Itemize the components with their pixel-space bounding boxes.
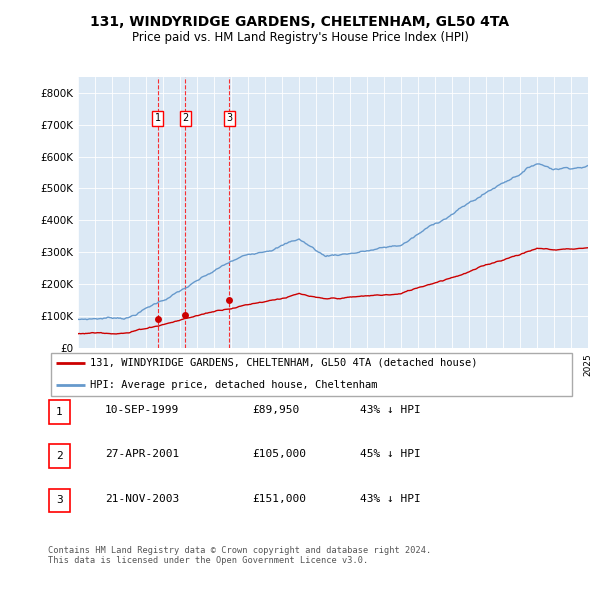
Text: 27-APR-2001: 27-APR-2001	[105, 450, 179, 459]
Text: £89,950: £89,950	[252, 405, 299, 415]
Text: 2: 2	[56, 451, 63, 461]
Text: £105,000: £105,000	[252, 450, 306, 459]
Text: £151,000: £151,000	[252, 494, 306, 503]
Text: 3: 3	[56, 496, 63, 505]
FancyBboxPatch shape	[49, 400, 70, 424]
Text: 1: 1	[155, 113, 161, 123]
FancyBboxPatch shape	[49, 444, 70, 468]
Text: 131, WINDYRIDGE GARDENS, CHELTENHAM, GL50 4TA: 131, WINDYRIDGE GARDENS, CHELTENHAM, GL5…	[91, 15, 509, 29]
Text: 3: 3	[226, 113, 232, 123]
Text: Contains HM Land Registry data © Crown copyright and database right 2024.
This d: Contains HM Land Registry data © Crown c…	[48, 546, 431, 565]
FancyBboxPatch shape	[50, 353, 572, 396]
FancyBboxPatch shape	[49, 489, 70, 512]
Text: 2: 2	[182, 113, 188, 123]
Text: 43% ↓ HPI: 43% ↓ HPI	[360, 494, 421, 503]
Text: Price paid vs. HM Land Registry's House Price Index (HPI): Price paid vs. HM Land Registry's House …	[131, 31, 469, 44]
Text: 1: 1	[56, 407, 63, 417]
Text: 43% ↓ HPI: 43% ↓ HPI	[360, 405, 421, 415]
Text: HPI: Average price, detached house, Cheltenham: HPI: Average price, detached house, Chel…	[90, 380, 378, 390]
Text: 45% ↓ HPI: 45% ↓ HPI	[360, 450, 421, 459]
Text: 21-NOV-2003: 21-NOV-2003	[105, 494, 179, 503]
Text: 10-SEP-1999: 10-SEP-1999	[105, 405, 179, 415]
Text: 131, WINDYRIDGE GARDENS, CHELTENHAM, GL50 4TA (detached house): 131, WINDYRIDGE GARDENS, CHELTENHAM, GL5…	[90, 358, 478, 368]
